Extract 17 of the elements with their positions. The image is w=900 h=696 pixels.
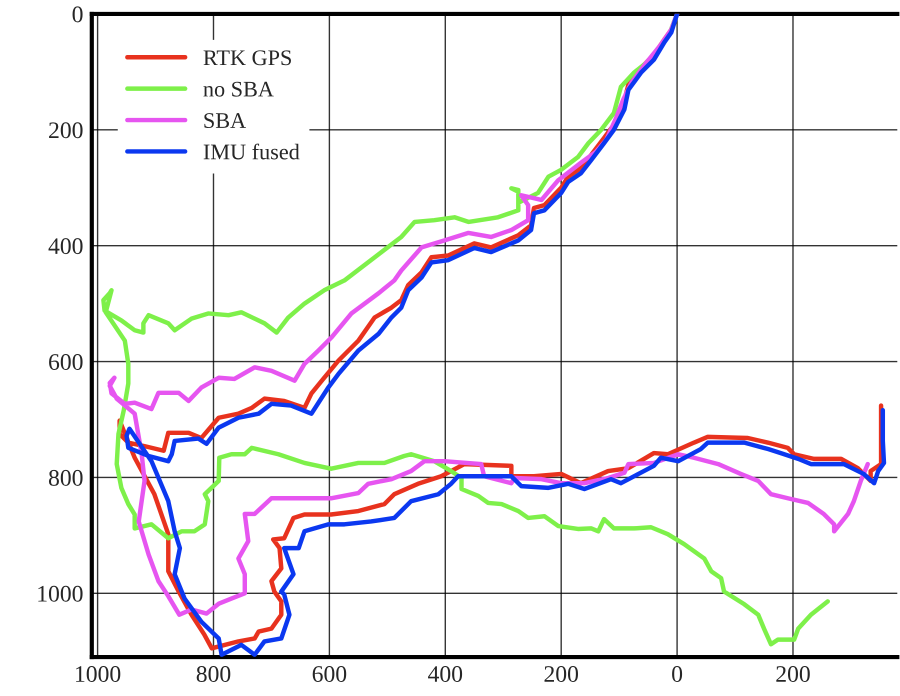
y-tick-label: 1000 [38, 586, 83, 602]
x-tick-label: 200 [544, 666, 578, 682]
legend-label: IMU fused [204, 144, 300, 160]
y-tick-label: 600 [49, 354, 83, 370]
legend-label: no SBA [203, 82, 274, 97]
y-tick-label: 800 [48, 470, 83, 486]
x-tick-label: 600 [312, 666, 346, 682]
x-tick-label: 0 [672, 666, 682, 682]
legend-label: RTK GPS [204, 50, 291, 66]
x-tick-label: 1000 [76, 666, 120, 682]
y-tick-label: 200 [49, 122, 83, 138]
legend-label: SBA [204, 113, 246, 128]
x-tick-label: 200 [776, 666, 810, 682]
x-tick-label: 400 [428, 666, 462, 682]
y-tick-label: 400 [48, 238, 83, 254]
x-tick-label: 800 [196, 666, 230, 682]
y-tick-label: 0 [72, 6, 83, 22]
